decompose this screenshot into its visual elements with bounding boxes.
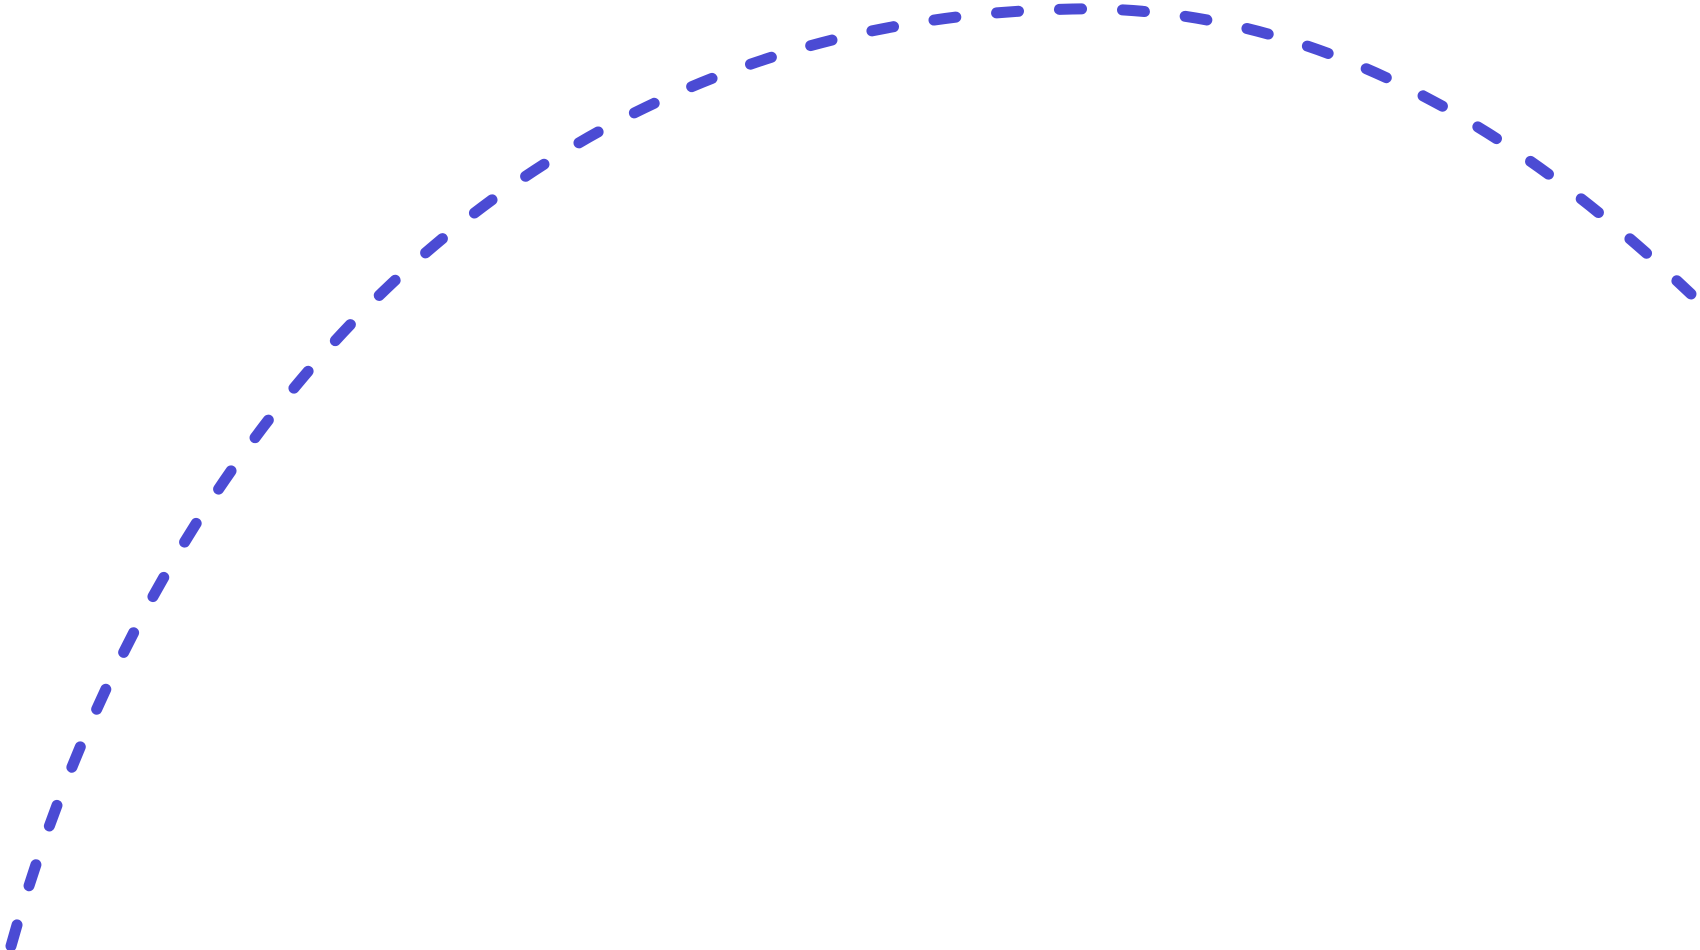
- dashed-arc: [5, 3, 1697, 950]
